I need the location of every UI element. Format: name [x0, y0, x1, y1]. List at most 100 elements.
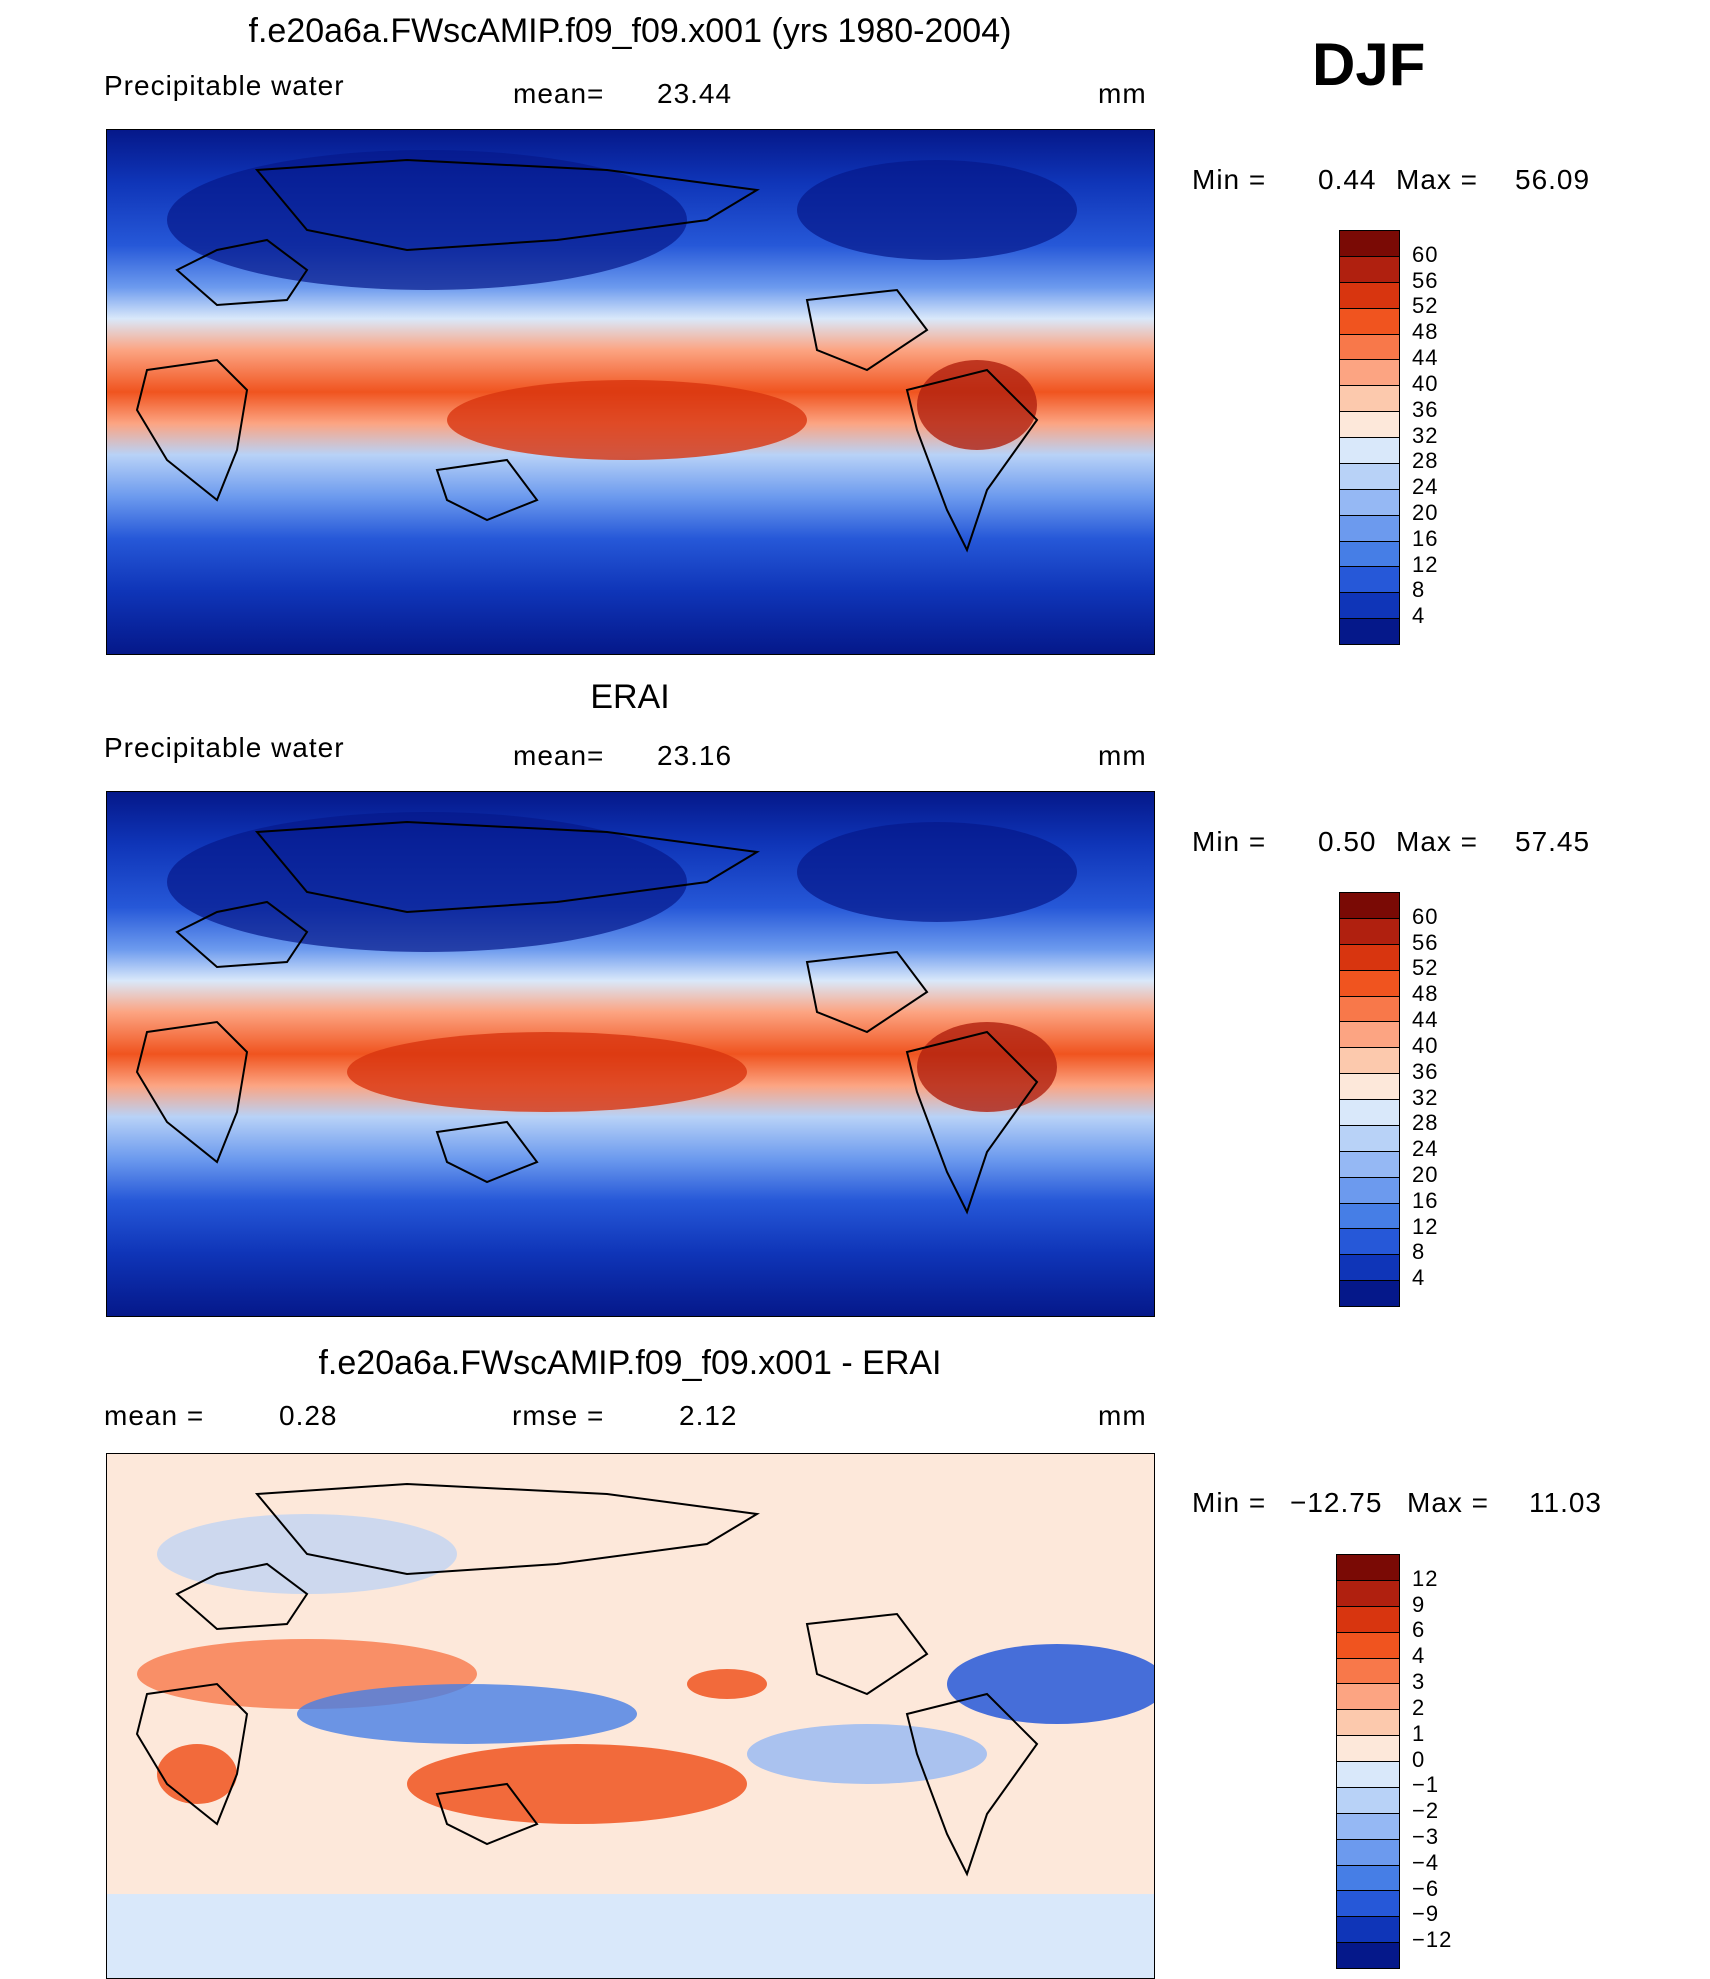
colorbar-swatch	[1340, 1281, 1399, 1306]
colorbar-swatch	[1340, 1255, 1399, 1282]
colorbar-swatch	[1337, 1762, 1399, 1788]
colorbar-tick-label: 4	[1412, 1643, 1426, 1669]
colorbar-swatch	[1340, 463, 1399, 490]
colorbar-swatch	[1340, 308, 1399, 335]
colorbar-tick-label: 9	[1412, 1591, 1426, 1617]
colorbar-swatch	[1340, 1125, 1399, 1152]
colorbar-swatch	[1340, 619, 1399, 644]
colorbar-swatch	[1337, 1917, 1399, 1944]
panel-1-min-label: Min =	[1192, 164, 1267, 195]
panel-2-max-label: Max =	[1396, 826, 1479, 857]
colorbar-swatch	[1340, 1203, 1399, 1230]
colorbar-swatch	[1340, 996, 1399, 1023]
colorbar-tick-label: 8	[1412, 1239, 1426, 1265]
panel-1-min-value: 0.44	[1318, 164, 1377, 195]
panel-3-colorbar	[1336, 1554, 1400, 1969]
panel-1-variable: Precipitable water	[104, 70, 345, 101]
colorbar-swatch	[1340, 1074, 1399, 1100]
panel-3-units: mm	[1098, 1400, 1147, 1431]
panel-1-mean-label: mean=	[513, 78, 605, 109]
colorbar-tick-label: 52	[1412, 955, 1439, 981]
colorbar-swatch	[1340, 593, 1399, 620]
colorbar-swatch	[1340, 489, 1399, 516]
panel-2-title: ERAI	[590, 678, 670, 716]
panel-2-min-label: Min =	[1192, 826, 1267, 857]
colorbar-swatch	[1340, 515, 1399, 542]
colorbar-tick-label: 12	[1412, 1213, 1439, 1239]
colorbar-tick-label: −6	[1412, 1875, 1440, 1901]
colorbar-swatch	[1340, 412, 1399, 438]
colorbar-tick-label: 16	[1412, 525, 1439, 551]
panel-3-title: f.e20a6a.FWscAMIP.f09_f09.x001 - ERAI	[318, 1344, 942, 1382]
colorbar-tick-label: 24	[1412, 1136, 1439, 1162]
colorbar-tick-label: −9	[1412, 1901, 1440, 1927]
colorbar-tick-label: 40	[1412, 1032, 1439, 1058]
colorbar-tick-label: 16	[1412, 1187, 1439, 1213]
colorbar-swatch	[1340, 567, 1399, 594]
colorbar-tick-label: 36	[1412, 396, 1439, 422]
panel-3-min-value: −12.75	[1290, 1487, 1383, 1518]
colorbar-swatch	[1340, 1151, 1399, 1178]
colorbar-swatch	[1340, 893, 1399, 919]
colorbar-swatch	[1337, 1684, 1399, 1711]
colorbar-tick-label: 48	[1412, 981, 1439, 1007]
colorbar-swatch	[1337, 1736, 1399, 1762]
colorbar-swatch	[1337, 1839, 1399, 1866]
colorbar-tick-label: −3	[1412, 1823, 1440, 1849]
colorbar-tick-label: 1	[1412, 1720, 1426, 1746]
colorbar-tick-label: −12	[1412, 1927, 1453, 1953]
colorbar-tick-label: 56	[1412, 929, 1439, 955]
colorbar-tick-label: 56	[1412, 267, 1439, 293]
colorbar-tick-label: 60	[1412, 241, 1439, 267]
panel-3-min-label: Min =	[1192, 1487, 1267, 1518]
colorbar-tick-label: 12	[1412, 1565, 1439, 1591]
colorbar-tick-label: 32	[1412, 422, 1439, 448]
panel-3-mean-label: mean =	[104, 1400, 205, 1431]
panel-1-max-value: 56.09	[1515, 164, 1591, 195]
panel-2-mean-value: 23.16	[657, 740, 733, 771]
panel-3-max-value: 11.03	[1529, 1487, 1602, 1518]
colorbar-swatch	[1340, 944, 1399, 971]
colorbar-swatch	[1337, 1658, 1399, 1685]
colorbar-tick-label: 3	[1412, 1669, 1426, 1695]
colorbar-tick-label: 4	[1412, 603, 1426, 629]
panel-1-title: f.e20a6a.FWscAMIP.f09_f09.x001 (yrs 1980…	[248, 12, 1012, 50]
colorbar-swatch	[1340, 334, 1399, 361]
panel-2-units: mm	[1098, 740, 1147, 771]
colorbar-tick-label: 0	[1412, 1746, 1426, 1772]
colorbar-swatch	[1340, 1177, 1399, 1204]
colorbar-swatch	[1340, 256, 1399, 283]
colorbar-swatch	[1340, 1048, 1399, 1075]
colorbar-tick-label: 6	[1412, 1617, 1426, 1643]
colorbar-swatch	[1340, 360, 1399, 387]
colorbar-swatch	[1337, 1632, 1399, 1659]
colorbar-swatch	[1340, 1100, 1399, 1126]
panel-2-min-value: 0.50	[1318, 826, 1377, 857]
colorbar-tick-label: 28	[1412, 1110, 1439, 1136]
colorbar-tick-label: 44	[1412, 345, 1439, 371]
panel-3-max-label: Max =	[1407, 1487, 1490, 1518]
colorbar-swatch	[1337, 1606, 1399, 1633]
colorbar-tick-label: 40	[1412, 370, 1439, 396]
panel-2-colorbar	[1339, 892, 1400, 1307]
panel-1-mean-value: 23.44	[657, 78, 733, 109]
panel-1-max-label: Max =	[1396, 164, 1479, 195]
colorbar-swatch	[1337, 1865, 1399, 1892]
colorbar-tick-label: 36	[1412, 1058, 1439, 1084]
colorbar-swatch	[1340, 386, 1399, 413]
colorbar-tick-label: 20	[1412, 499, 1439, 525]
colorbar-tick-label: 28	[1412, 448, 1439, 474]
colorbar-tick-label: −1	[1412, 1772, 1440, 1798]
colorbar-swatch	[1337, 1943, 1399, 1968]
colorbar-tick-label: −4	[1412, 1849, 1440, 1875]
panel-3-mean-value: 0.28	[279, 1400, 338, 1431]
colorbar-tick-label: 4	[1412, 1265, 1426, 1291]
colorbar-tick-label: 44	[1412, 1007, 1439, 1033]
colorbar-swatch	[1337, 1710, 1399, 1737]
colorbar-swatch	[1340, 918, 1399, 945]
season-label: DJF	[1312, 31, 1426, 98]
panel-2-map	[106, 791, 1155, 1317]
colorbar-swatch	[1337, 1580, 1399, 1607]
colorbar-tick-label: 52	[1412, 293, 1439, 319]
panel-1-units: mm	[1098, 78, 1147, 109]
